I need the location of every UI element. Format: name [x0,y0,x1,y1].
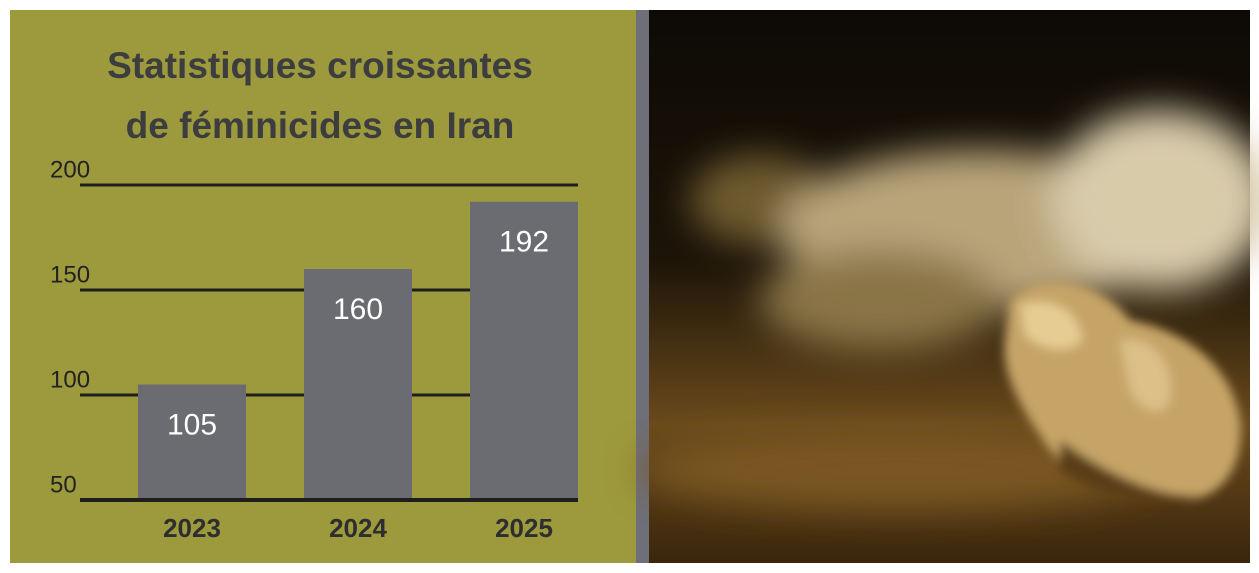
chart: Statistiques croissantes de féminicides … [0,0,1259,573]
chart-title: Statistiques croissantes [107,45,533,86]
y-tick-label: 150 [50,261,90,288]
value-label: 160 [333,293,383,326]
y-tick-label: 100 [50,366,90,393]
x-tick-label: 2025 [495,513,553,543]
value-label: 192 [499,226,549,259]
photo [640,10,1259,563]
divider [636,10,649,563]
value-label: 105 [167,408,217,441]
page: Statistiques croissantes de féminicides … [0,0,1259,573]
chart-title: de féminicides en Iran [126,105,515,146]
x-tick-label: 2024 [329,513,387,543]
y-tick-label: 50 [50,471,77,498]
x-tick-label: 2023 [163,513,221,543]
y-tick-label: 200 [50,156,90,183]
bar [138,385,246,501]
